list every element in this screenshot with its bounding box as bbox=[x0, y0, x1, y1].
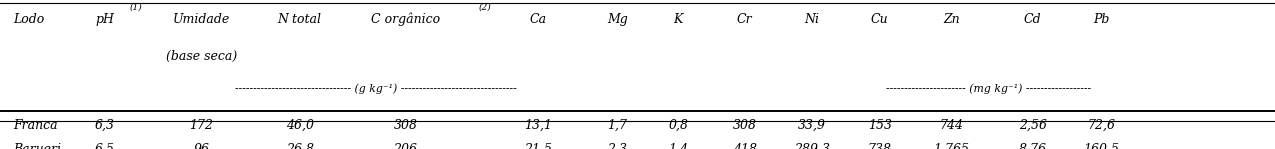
Text: Franca: Franca bbox=[13, 119, 57, 132]
Text: 206: 206 bbox=[394, 143, 417, 149]
Text: (2): (2) bbox=[478, 2, 491, 11]
Text: (base seca): (base seca) bbox=[166, 50, 237, 63]
Text: 738: 738 bbox=[868, 143, 891, 149]
Text: Cu: Cu bbox=[871, 13, 889, 26]
Text: Cr: Cr bbox=[737, 13, 752, 26]
Text: Umidade: Umidade bbox=[173, 13, 230, 26]
Text: pH: pH bbox=[96, 13, 113, 26]
Text: 1.765: 1.765 bbox=[933, 143, 969, 149]
Text: 160,5: 160,5 bbox=[1084, 143, 1119, 149]
Text: 418: 418 bbox=[733, 143, 756, 149]
Text: 172: 172 bbox=[190, 119, 213, 132]
Text: 72,6: 72,6 bbox=[1088, 119, 1116, 132]
Text: (1): (1) bbox=[130, 2, 143, 11]
Text: Zn: Zn bbox=[942, 13, 960, 26]
Text: 744: 744 bbox=[940, 119, 963, 132]
Text: Ni: Ni bbox=[805, 13, 820, 26]
Text: 153: 153 bbox=[868, 119, 891, 132]
Text: -------------------------------- (g kg⁻¹) --------------------------------: -------------------------------- (g kg⁻¹… bbox=[236, 83, 516, 94]
Text: ---------------------- (mg kg⁻¹) ------------------: ---------------------- (mg kg⁻¹) -------… bbox=[886, 83, 1090, 94]
Text: 6,5: 6,5 bbox=[94, 143, 115, 149]
Text: 21,5: 21,5 bbox=[524, 143, 552, 149]
Text: 8,76: 8,76 bbox=[1019, 143, 1047, 149]
Text: 0,8: 0,8 bbox=[668, 119, 688, 132]
Text: Mg: Mg bbox=[607, 13, 627, 26]
Text: Barueri: Barueri bbox=[13, 143, 61, 149]
Text: 2,56: 2,56 bbox=[1019, 119, 1047, 132]
Text: Pb: Pb bbox=[1094, 13, 1109, 26]
Text: 1,7: 1,7 bbox=[607, 119, 627, 132]
Text: 96: 96 bbox=[194, 143, 209, 149]
Text: K: K bbox=[673, 13, 683, 26]
Text: 1,4: 1,4 bbox=[668, 143, 688, 149]
Text: 46,0: 46,0 bbox=[286, 119, 314, 132]
Text: 2,3: 2,3 bbox=[607, 143, 627, 149]
Text: N total: N total bbox=[278, 13, 321, 26]
Text: 289,3: 289,3 bbox=[794, 143, 830, 149]
Text: 13,1: 13,1 bbox=[524, 119, 552, 132]
Text: 308: 308 bbox=[733, 119, 756, 132]
Text: 6,3: 6,3 bbox=[94, 119, 115, 132]
Text: Lodo: Lodo bbox=[13, 13, 45, 26]
Text: C orgânico: C orgânico bbox=[371, 13, 440, 26]
Text: 308: 308 bbox=[394, 119, 417, 132]
Text: 26,8: 26,8 bbox=[286, 143, 314, 149]
Text: Ca: Ca bbox=[529, 13, 547, 26]
Text: 33,9: 33,9 bbox=[798, 119, 826, 132]
Text: Cd: Cd bbox=[1024, 13, 1042, 26]
